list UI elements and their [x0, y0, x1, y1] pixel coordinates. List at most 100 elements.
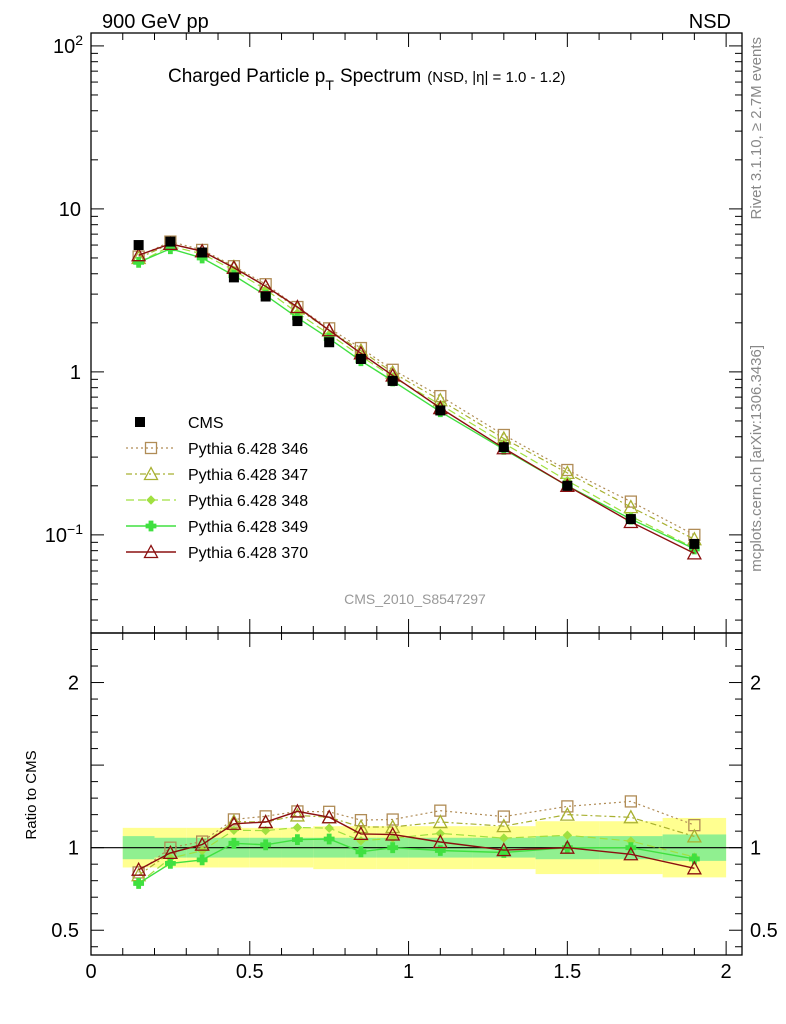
legend: CMS Pythia 6.428 346 Pythia 6.428 347 Pythi…	[126, 415, 308, 562]
main-point-series-4-5	[289, 299, 306, 314]
legend-label-4: Pythia 6.428 370	[188, 545, 308, 562]
xtick-label-3: 1.5	[553, 961, 581, 983]
ratio-point-series-3-3	[228, 837, 240, 849]
data-point-1	[165, 236, 176, 247]
side-text-upper: Rivet 3.1.10, ≥ 2.7M events	[748, 37, 765, 220]
data-point-10	[498, 442, 509, 453]
legend-marker-3	[145, 520, 157, 532]
ratio-ytick-label-left-1: 1	[68, 838, 79, 860]
main-ytick-label-0: 102	[53, 32, 83, 58]
ratio-ytick-label-right-2: 2	[750, 673, 761, 695]
data-point-4	[260, 291, 271, 302]
ratio-point-series-0-7	[354, 813, 368, 827]
legend-label-data: CMS	[188, 415, 224, 432]
legend-marker-1	[143, 466, 159, 481]
side-text-lower: mcplots.cern.ch [arXiv:1306.3436]	[748, 345, 765, 572]
chart-title: Charged Particle pT Spectrum (NSD, |η| = 1…	[168, 66, 566, 93]
main-point-series-4-13	[686, 545, 702, 560]
ratio-point-series-0-10	[497, 810, 510, 823]
main-line-series-0	[138, 240, 695, 536]
ratio-point-series-1-13	[686, 828, 702, 843]
ratio-point-series-3-9	[434, 845, 446, 856]
data-point-7	[355, 353, 366, 364]
ratio-ylabel: Ratio to CMS	[23, 750, 40, 839]
ratio-point-series-3-0	[133, 878, 145, 889]
main-frame	[90, 32, 743, 634]
data-point-8	[387, 375, 398, 386]
data-point-6	[324, 337, 335, 348]
ratio-ytick-label-right-1: 1	[750, 838, 761, 860]
main-ytick-label-2: 1	[70, 362, 81, 384]
ratio-point-series-4-6	[321, 809, 337, 824]
ratio-point-series-2-9	[435, 828, 446, 839]
ratio-series-group	[131, 795, 702, 889]
ratio-point-series-4-2	[194, 836, 210, 851]
ratio-point-series-2-4	[260, 825, 271, 836]
data-point-3	[228, 272, 239, 283]
data-point-12	[625, 514, 636, 525]
data-point-5	[292, 316, 303, 327]
ratio-point-series-0-8	[386, 813, 399, 826]
legend-label-3: Pythia 6.428 349	[188, 519, 308, 536]
axes-group: 102 10 1 10−1 0.5 0.5 1 1 2 2 0 0.5 1 1.5 2	[45, 32, 778, 983]
ratio-point-series-2-6	[324, 823, 334, 833]
legend-marker-0	[144, 441, 158, 455]
ratio-point-series-4-1	[162, 845, 178, 860]
analysis-label: CMS_2010_S8547297	[344, 591, 486, 607]
xtick-label-0: 0	[85, 961, 96, 983]
ratio-point-series-1-12	[623, 809, 639, 824]
ratio-point-series-1-11	[559, 806, 575, 821]
ratio-point-series-3-7	[355, 846, 367, 858]
ratio-line-series-1	[138, 813, 695, 876]
ratio-point-series-2-5	[292, 822, 303, 833]
legend-marker-2	[146, 495, 156, 505]
legend-marker-4	[143, 544, 159, 559]
ratio-point-series-4-3	[226, 815, 242, 830]
legend-label-0: Pythia 6.428 346	[188, 441, 308, 458]
data-point-13	[689, 538, 700, 549]
xtick-label-1: 0.5	[236, 961, 264, 983]
ratio-point-series-3-8	[387, 842, 399, 854]
data-point-9	[435, 405, 446, 416]
ratio-point-series-3-2	[196, 854, 208, 866]
xtick-label-4: 2	[721, 961, 732, 983]
data-point-11	[562, 480, 573, 491]
main-point-series-0-11	[561, 463, 574, 477]
ratio-point-series-4-5	[289, 803, 306, 818]
ratio-ytick-label-right-0: 0.5	[750, 920, 778, 942]
main-point-series-4-0	[131, 247, 147, 262]
ratio-ytick-label-left-0: 0.5	[51, 920, 79, 942]
main-ytick-label-1: 10	[59, 199, 81, 221]
ratio-point-series-4-13	[686, 860, 702, 875]
ratio-point-series-2-10	[499, 833, 509, 843]
ratio-frame	[90, 632, 743, 956]
main-series-group	[131, 235, 702, 560]
ratio-point-series-0-12	[624, 795, 638, 808]
ratio-point-series-1-8	[385, 819, 401, 834]
ratio-point-series-3-4	[260, 839, 272, 851]
ratio-bands	[91, 817, 742, 878]
header-right: NSD	[689, 11, 731, 33]
ratio-point-series-4-10	[496, 842, 512, 857]
ratio-point-series-3-13	[688, 853, 700, 865]
ratio-point-series-1-9	[432, 814, 448, 829]
ratio-point-series-3-1	[164, 857, 176, 869]
legend-label-1: Pythia 6.428 347	[188, 467, 308, 484]
ratio-point-series-1-7	[353, 819, 369, 834]
ratio-point-series-3-5	[292, 834, 303, 846]
ratio-point-series-4-12	[623, 846, 639, 861]
main-point-series-0-12	[624, 495, 638, 508]
ratio-point-series-4-0	[131, 861, 147, 876]
legend-label-2: Pythia 6.428 348	[188, 493, 308, 510]
ratio-point-series-4-7	[353, 826, 369, 841]
ratio-point-series-4-11	[559, 839, 575, 854]
ratio-point-series-1-5	[289, 807, 306, 822]
main-point-series-4-6	[321, 322, 337, 337]
main-ytick-label-3: 10−1	[45, 521, 83, 547]
ratio-line-series-4	[138, 810, 695, 871]
data-point-0	[133, 240, 144, 251]
ratio-point-series-0-11	[561, 800, 574, 813]
xtick-label-2: 1	[403, 961, 414, 983]
ratio-point-series-1-10	[496, 818, 512, 833]
